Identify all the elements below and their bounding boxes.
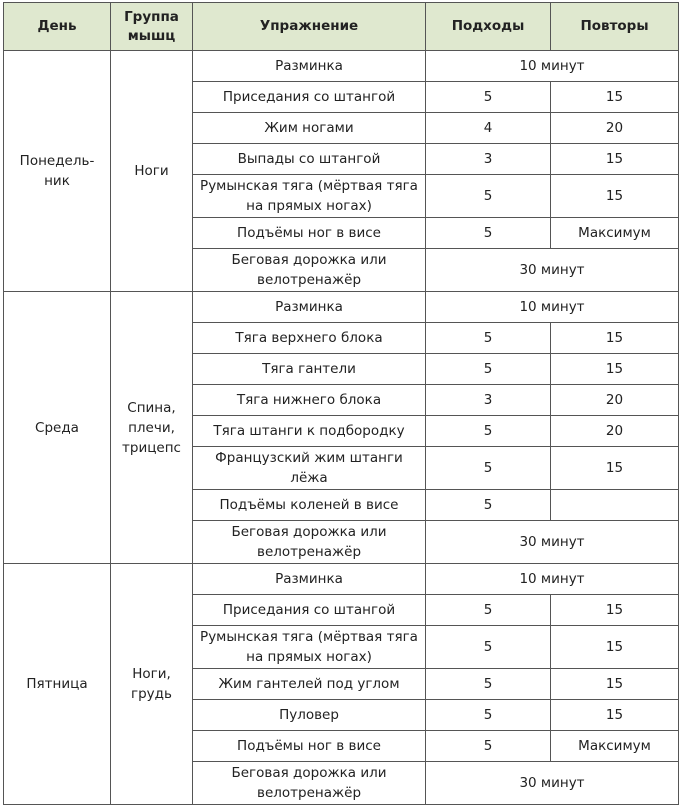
table-row: Пятница Ноги, грудь Разминка 10 минут (3, 563, 679, 805)
table-row: Подъёмы коленей в висе 5 (4, 489, 679, 521)
exercise-cell: Беговая дорожка или велотренажёр (192, 761, 426, 805)
exercise-cell: Подъёмы ног в висе (192, 730, 426, 762)
sets-cell: 5 (425, 668, 551, 700)
exercise-cell: Тяга гантели (192, 353, 426, 385)
table-row: Тяга штанги к подбородку 5 20 (4, 415, 679, 447)
exercise-cell: Подъёмы коленей в висе (192, 489, 426, 521)
duration-cell: 30 минут (425, 248, 679, 292)
sets-cell: 4 (425, 112, 551, 144)
sets-cell: 5 (425, 174, 551, 218)
sets-cell: 5 (425, 489, 551, 521)
workout-table: День Группа мышц Упражнение Подходы Повт… (3, 2, 679, 805)
table-row: Румынская тяга (мёртвая тяга на прямых н… (4, 174, 679, 218)
header-day: День (3, 2, 111, 51)
exercise-cell: Жим гантелей под углом (192, 668, 426, 700)
muscle-group-cell: Ноги, грудь (110, 563, 193, 805)
duration-cell: 10 минут (425, 563, 679, 595)
exercise-cell: Подъёмы ног в висе (192, 217, 426, 249)
muscle-group-cell: Ноги (110, 50, 193, 292)
exercise-cell: Разминка (192, 563, 426, 595)
table-row: Тяга верхнего блока 5 15 (4, 322, 679, 354)
reps-cell: 20 (550, 112, 679, 144)
day-cell: Среда (3, 291, 111, 564)
table-row: Пуловер 5 15 (4, 699, 679, 731)
reps-cell: 15 (550, 353, 679, 385)
duration-cell: 30 минут (425, 761, 679, 805)
exercise-cell: Разминка (192, 291, 426, 323)
reps-cell: 15 (550, 699, 679, 731)
header-sets: Подходы (425, 2, 551, 51)
sets-cell: 5 (425, 699, 551, 731)
table-row: Приседания со штангой 5 15 (4, 81, 679, 113)
exercise-cell: Беговая дорожка или велотренажёр (192, 520, 426, 564)
sets-cell: 5 (425, 353, 551, 385)
exercise-cell: Тяга верхнего блока (192, 322, 426, 354)
header-row: День Группа мышц Упражнение Подходы Повт… (3, 2, 679, 51)
exercise-cell: Приседания со штангой (192, 81, 426, 113)
reps-cell: 15 (550, 594, 679, 626)
duration-cell: 10 минут (425, 291, 679, 323)
sets-cell: 5 (425, 446, 551, 490)
reps-cell: 15 (550, 625, 679, 669)
reps-cell: Максимум (550, 730, 679, 762)
sets-cell: 5 (425, 730, 551, 762)
reps-cell: 20 (550, 384, 679, 416)
muscle-group-cell: Спина, плечи, трицепс (110, 291, 193, 564)
duration-cell: 10 минут (425, 50, 679, 82)
table-row: Беговая дорожка или велотренажёр 30 минут (4, 761, 679, 805)
reps-cell: 20 (550, 415, 679, 447)
sets-cell: 5 (425, 415, 551, 447)
table-row: Жим гантелей под углом 5 15 (4, 668, 679, 700)
exercise-cell: Тяга нижнего блока (192, 384, 426, 416)
header-exercise: Упражнение (192, 2, 426, 51)
exercise-cell: Выпады со штангой (192, 143, 426, 175)
reps-cell: 15 (550, 322, 679, 354)
table-row: Беговая дорожка или велотренажёр 30 минут (4, 248, 679, 292)
sets-cell: 5 (425, 81, 551, 113)
duration-cell: 30 минут (425, 520, 679, 564)
exercise-cell: Румынская тяга (мёртвая тяга на прямых н… (192, 625, 426, 669)
table-row: Среда Спина, плечи, трицепс Разминка 10 мин… (3, 291, 679, 564)
reps-cell (550, 489, 679, 521)
table-row: Тяга гантели 5 15 (4, 353, 679, 385)
reps-cell: Максимум (550, 217, 679, 249)
exercise-cell: Жим ногами (192, 112, 426, 144)
table-row: Понедель-ник Ноги Разминка 10 минут (3, 50, 679, 292)
day-cell: Пятница (3, 563, 111, 805)
reps-cell: 15 (550, 174, 679, 218)
exercise-cell: Румынская тяга (мёртвая тяга на прямых н… (192, 174, 426, 218)
sets-cell: 3 (425, 143, 551, 175)
exercise-cell: Французский жим штанги лёжа (192, 446, 426, 490)
day-cell: Понедель-ник (3, 50, 111, 292)
exercise-cell: Пуловер (192, 699, 426, 731)
sets-cell: 3 (425, 384, 551, 416)
reps-cell: 15 (550, 81, 679, 113)
header-group: Группа мышц (110, 2, 193, 51)
sets-cell: 5 (425, 322, 551, 354)
exercise-cell: Беговая дорожка или велотренажёр (192, 248, 426, 292)
sets-cell: 5 (425, 625, 551, 669)
sets-cell: 5 (425, 594, 551, 626)
table-row: Подъёмы ног в висе 5 Максимум (4, 217, 679, 249)
header-reps: Повторы (550, 2, 679, 51)
reps-cell: 15 (550, 446, 679, 490)
sets-cell: 5 (425, 217, 551, 249)
table-row: Французский жим штанги лёжа 5 15 (4, 446, 679, 490)
reps-cell: 15 (550, 143, 679, 175)
reps-cell: 15 (550, 668, 679, 700)
exercise-cell: Тяга штанги к подбородку (192, 415, 426, 447)
exercise-cell: Приседания со штангой (192, 594, 426, 626)
exercise-cell: Разминка (192, 50, 426, 82)
